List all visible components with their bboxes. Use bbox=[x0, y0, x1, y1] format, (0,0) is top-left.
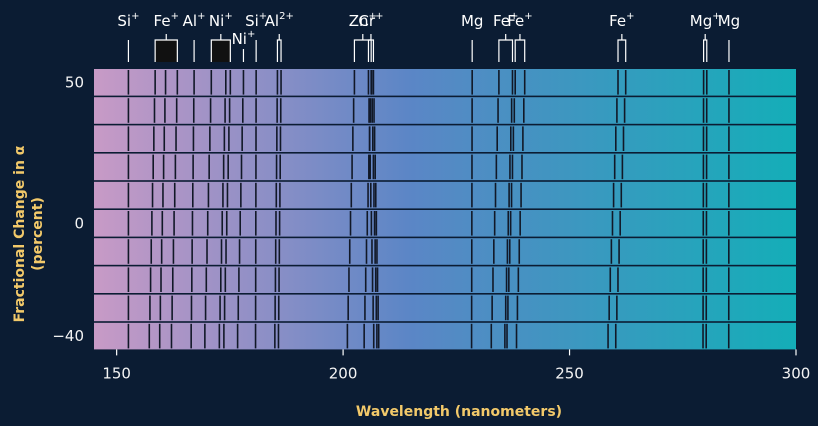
spectrum-row bbox=[94, 69, 796, 96]
ion-bracket bbox=[514, 39, 526, 62]
spectrum-row bbox=[94, 125, 796, 152]
ion-label: Mg+ bbox=[690, 11, 721, 30]
x-tick-label: 250 bbox=[555, 364, 584, 382]
spectrum-row bbox=[94, 266, 796, 293]
ion-label: Ni+ bbox=[209, 11, 233, 30]
spectrum-rows bbox=[94, 69, 796, 350]
spectrum-row bbox=[94, 238, 796, 265]
ion-label: Mg bbox=[718, 12, 740, 30]
ion-bracket bbox=[703, 39, 708, 62]
ion-label: Al+ bbox=[183, 11, 206, 30]
ion-label: Si+ bbox=[117, 11, 139, 30]
spectrum-row bbox=[94, 210, 796, 237]
x-tick-label: 150 bbox=[102, 364, 131, 382]
ion-bracket bbox=[210, 39, 231, 62]
ion-label: Zn+ bbox=[349, 11, 377, 30]
spectrum-row bbox=[94, 322, 796, 350]
ion-label: Si+ bbox=[245, 11, 267, 30]
absorption-lines bbox=[127, 70, 730, 349]
ion-brackets bbox=[127, 34, 730, 62]
x-tick-label: 300 bbox=[782, 364, 811, 382]
spectrum-row bbox=[94, 181, 796, 209]
ion-bracket bbox=[276, 39, 282, 62]
ion-label: Fe+ bbox=[507, 11, 532, 30]
ion-bracket bbox=[154, 39, 178, 62]
y-tick-label: 50 bbox=[65, 73, 84, 91]
spectrum-row bbox=[94, 97, 796, 124]
ion-label: Ni+ bbox=[232, 29, 256, 48]
x-tick-label: 200 bbox=[329, 364, 358, 382]
ion-labels: Si+ Fe+ Al+ Ni+ Si+Ni+Al2+ Zn+Cr+ Fe+Mg Fe+ Fe+ M… bbox=[117, 11, 740, 48]
ion-label: Fe+ bbox=[493, 11, 518, 30]
y-axis-subtitle: (percent) bbox=[30, 197, 46, 271]
spectrum-row bbox=[94, 153, 796, 181]
y-tick-label: 0 bbox=[74, 214, 84, 232]
ion-label: Fe+ bbox=[154, 11, 179, 30]
ion-label: Al2+ bbox=[265, 11, 294, 30]
x-axis: 150 200 250 300 bbox=[102, 349, 810, 382]
y-axis: 50 0 −40 bbox=[52, 73, 84, 345]
x-axis-title: Wavelength (nanometers) bbox=[356, 404, 562, 420]
y-tick-label: −40 bbox=[52, 327, 84, 345]
ion-label: Cr+ bbox=[358, 11, 383, 30]
y-axis-title: Fractional Change in α bbox=[12, 145, 28, 322]
ion-bracket bbox=[617, 39, 627, 62]
ion-bracket bbox=[498, 39, 514, 62]
ion-label: Fe+ bbox=[609, 11, 634, 30]
ion-label: Mg bbox=[461, 12, 483, 30]
spectrum-row bbox=[94, 294, 796, 322]
